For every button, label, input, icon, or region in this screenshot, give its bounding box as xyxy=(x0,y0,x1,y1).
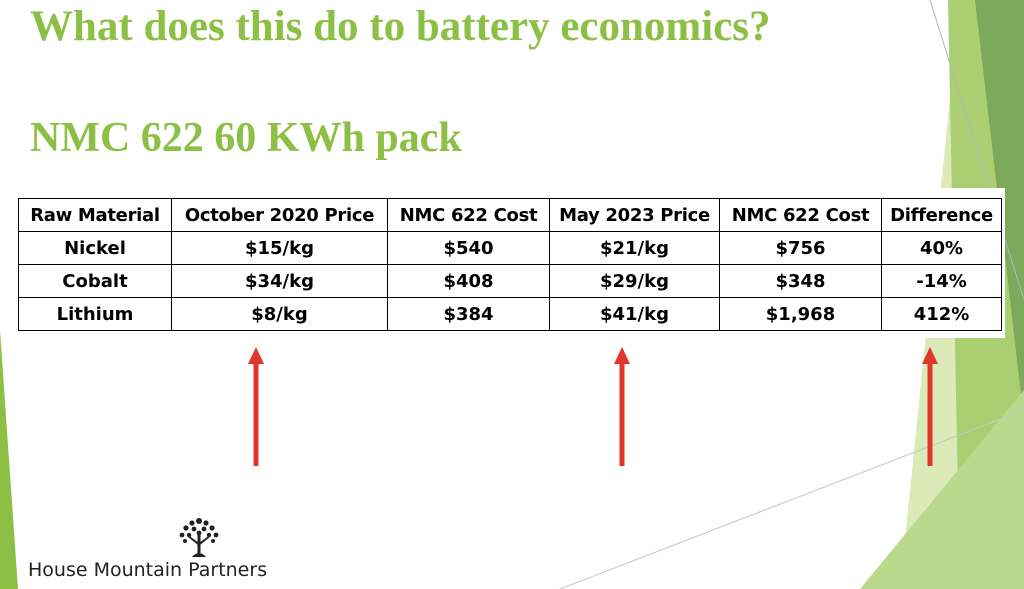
table-cell: 412% xyxy=(881,297,1002,331)
table-cell: $384 xyxy=(387,297,550,331)
column-header-nmc-622-cost-2020: NMC 622 Cost xyxy=(387,198,550,232)
table-row: Cobalt $34/kg $408 $29/kg $348 -14% xyxy=(18,264,1002,298)
column-header-nmc-622-cost-2023: NMC 622 Cost xyxy=(719,198,882,232)
company-name: House Mountain Partners xyxy=(28,559,268,581)
page-subtitle: NMC 622 60 KWh pack xyxy=(30,115,462,161)
table-cell: 40% xyxy=(881,231,1002,265)
diagonal-line xyxy=(929,0,1024,301)
table-cell: Nickel xyxy=(18,231,172,265)
table-cell: -14% xyxy=(881,264,1002,298)
column-header-october-2020-price: October 2020 Price xyxy=(171,198,388,232)
materials-table: Raw Material October 2020 Price NMC 622 … xyxy=(18,198,1002,331)
table-cell: $756 xyxy=(719,231,882,265)
table-cell: $8/kg xyxy=(171,297,388,331)
table-panel: Raw Material October 2020 Price NMC 622 … xyxy=(11,188,1005,338)
table-cell: Lithium xyxy=(18,297,172,331)
column-header-may-2023-price: May 2023 Price xyxy=(549,198,720,232)
table-cell: $41/kg xyxy=(549,297,720,331)
green-corner-shape xyxy=(860,390,1024,589)
column-header-raw-material: Raw Material xyxy=(18,198,172,232)
table-cell: $540 xyxy=(387,231,550,265)
table-cell: $21/kg xyxy=(549,231,720,265)
tree-icon xyxy=(179,518,219,557)
table-row: Nickel $15/kg $540 $21/kg $756 40% xyxy=(18,231,1002,265)
green-left-shape xyxy=(0,330,18,589)
page-title: What does this do to battery economics? xyxy=(30,3,771,50)
table-cell: $29/kg xyxy=(549,264,720,298)
company-logo: House Mountain Partners xyxy=(28,515,328,585)
diagonal-line xyxy=(559,409,1024,589)
table-cell: Cobalt xyxy=(18,264,172,298)
column-header-difference: Difference xyxy=(881,198,1002,232)
table-header-row: Raw Material October 2020 Price NMC 622 … xyxy=(18,198,1002,232)
table-cell: $1,968 xyxy=(719,297,882,331)
table-cell: $348 xyxy=(719,264,882,298)
table-cell: $408 xyxy=(387,264,550,298)
table-row: Lithium $8/kg $384 $41/kg $1,968 412% xyxy=(18,297,1002,331)
table-cell: $15/kg xyxy=(171,231,388,265)
table-cell: $34/kg xyxy=(171,264,388,298)
